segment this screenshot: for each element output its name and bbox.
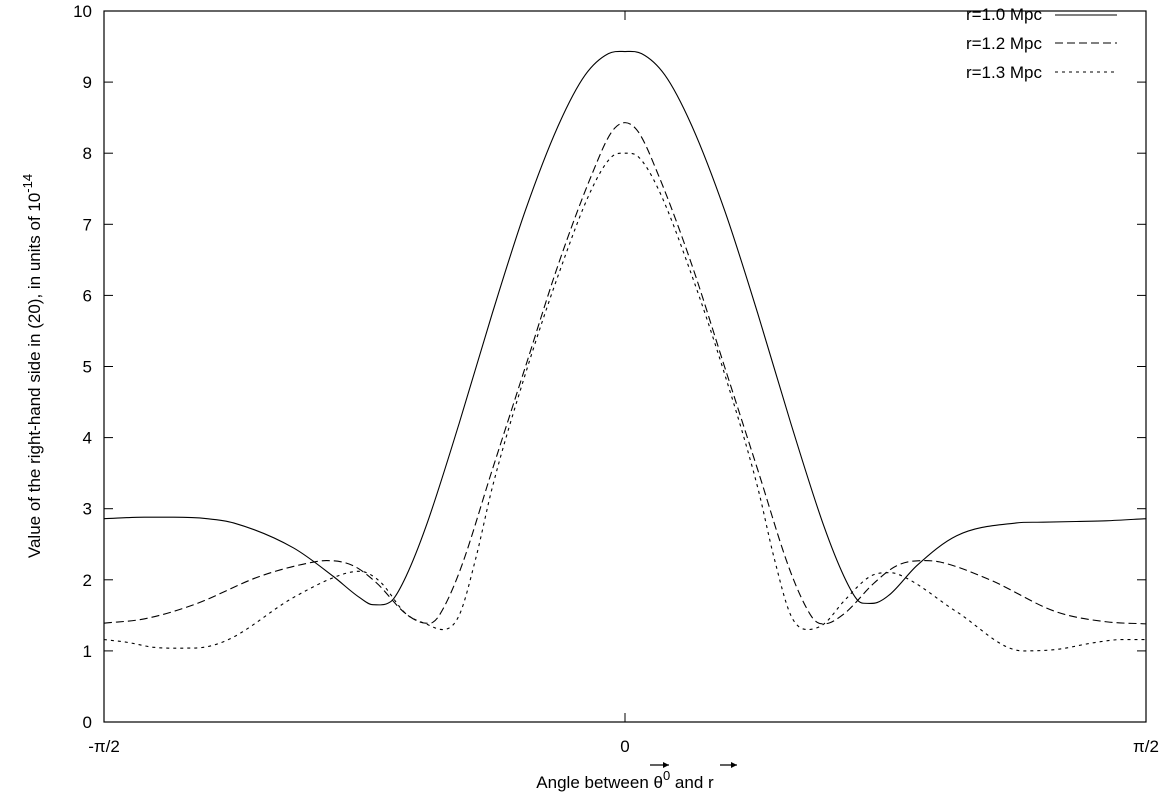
x-tick-label-0: -π/2	[88, 737, 120, 756]
legend-label-0: r=1.0 Mpc	[966, 5, 1043, 24]
x-tick-label-2: π/2	[1133, 737, 1159, 756]
y-tick-label-8: 8	[83, 144, 92, 163]
y-tick-label-0: 0	[83, 713, 92, 732]
legend-label-2: r=1.3 Mpc	[966, 63, 1043, 82]
y-tick-label-1: 1	[83, 642, 92, 661]
y-axis-title-exponent: -14	[20, 174, 35, 193]
y-tick-label-7: 7	[83, 215, 92, 234]
y-axis-title-main: Value of the right-hand side in (20), in…	[25, 193, 44, 558]
series-line-1	[103, 122, 1147, 625]
y-tick-label-9: 9	[83, 73, 92, 92]
legend-label-1: r=1.2 Mpc	[966, 34, 1043, 53]
y-tick-label-3: 3	[83, 500, 92, 519]
series-line-2	[103, 152, 1147, 652]
y-tick-label-10: 10	[73, 2, 92, 21]
x-tick-label-1: 0	[620, 737, 629, 756]
legend: r=1.0 Mpc r=1.2 Mpc r=1.3 Mpc	[966, 5, 1117, 82]
x-axis-title-theta: θ	[654, 773, 663, 792]
svg-text:Angle between θ0 and r: Angle between θ0 and r	[536, 768, 714, 792]
y-axis-title: Value of the right-hand side in (20), in…	[20, 174, 44, 558]
y-axis: 0 1 2 3 4 5 6 7 8 9 10	[73, 2, 1146, 732]
x-axis-title-theta-superscript: 0	[663, 768, 670, 783]
x-axis-title-prefix: Angle between	[536, 773, 653, 792]
plot-frame	[103, 10, 1147, 723]
y-tick-label-6: 6	[83, 286, 92, 305]
vector-arrow-r	[720, 762, 737, 768]
series-line-0	[103, 50, 1147, 606]
y-tick-label-2: 2	[83, 571, 92, 590]
x-axis-title: Angle between θ0 and r	[536, 762, 737, 792]
x-axis-title-and: and	[670, 773, 708, 792]
y-tick-label-4: 4	[83, 429, 92, 448]
plot-series	[103, 50, 1147, 652]
x-axis-title-r: r	[708, 773, 714, 792]
vector-arrow-theta	[650, 762, 669, 768]
y-tick-label-5: 5	[83, 358, 92, 377]
